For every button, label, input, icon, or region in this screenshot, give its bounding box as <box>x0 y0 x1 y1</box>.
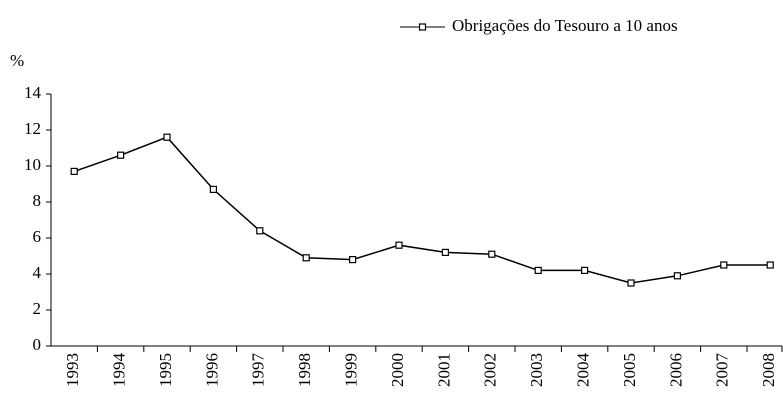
x-tick-label: 1996 <box>202 353 221 387</box>
data-point <box>70 167 78 175</box>
y-tick-label: 8 <box>33 191 42 210</box>
x-tick-label: 1999 <box>342 353 361 387</box>
data-point <box>673 272 682 280</box>
data-point <box>488 250 496 258</box>
data-point <box>627 279 635 287</box>
y-tick-label: 12 <box>24 119 41 138</box>
x-tick-label: 2005 <box>620 353 639 387</box>
y-axis-label: % <box>10 51 24 70</box>
data-point <box>209 185 217 193</box>
y-tick-label: 4 <box>33 263 42 282</box>
data-point <box>163 133 171 141</box>
data-point <box>256 227 264 235</box>
y-tick-label: 0 <box>33 335 42 354</box>
y-tick-label: 6 <box>33 227 42 246</box>
data-point <box>395 241 403 249</box>
x-tick-label: 1995 <box>156 353 175 387</box>
y-tick-label: 14 <box>24 83 42 102</box>
x-tick-label: 2003 <box>527 353 546 387</box>
y-tick-label: 2 <box>33 299 42 318</box>
x-tick-label: 1994 <box>110 353 129 388</box>
data-point <box>349 256 357 264</box>
data-point <box>766 261 774 269</box>
data-point <box>720 261 728 269</box>
x-tick-label: 2006 <box>666 353 685 387</box>
data-line <box>73 136 771 284</box>
data-point <box>441 248 449 256</box>
x-tick-label: 1997 <box>249 353 268 388</box>
x-tick-label: 2002 <box>481 353 500 387</box>
x-tick-label: 2008 <box>759 353 778 387</box>
x-tick-label: 2001 <box>434 353 453 387</box>
x-tick-label: 1993 <box>63 353 82 387</box>
data-point <box>580 266 589 274</box>
legend-label: Obrigações do Tesouro a 10 anos <box>452 16 678 35</box>
y-tick-label: 10 <box>24 155 41 174</box>
x-tick-label: 2004 <box>574 353 593 388</box>
x-tick-label: 1998 <box>295 353 314 387</box>
data-point <box>534 266 542 274</box>
legend-marker <box>418 23 427 31</box>
x-tick-label: 2007 <box>713 353 732 388</box>
data-point <box>302 254 310 262</box>
x-tick-label: 2000 <box>388 353 407 387</box>
data-point <box>116 151 125 159</box>
